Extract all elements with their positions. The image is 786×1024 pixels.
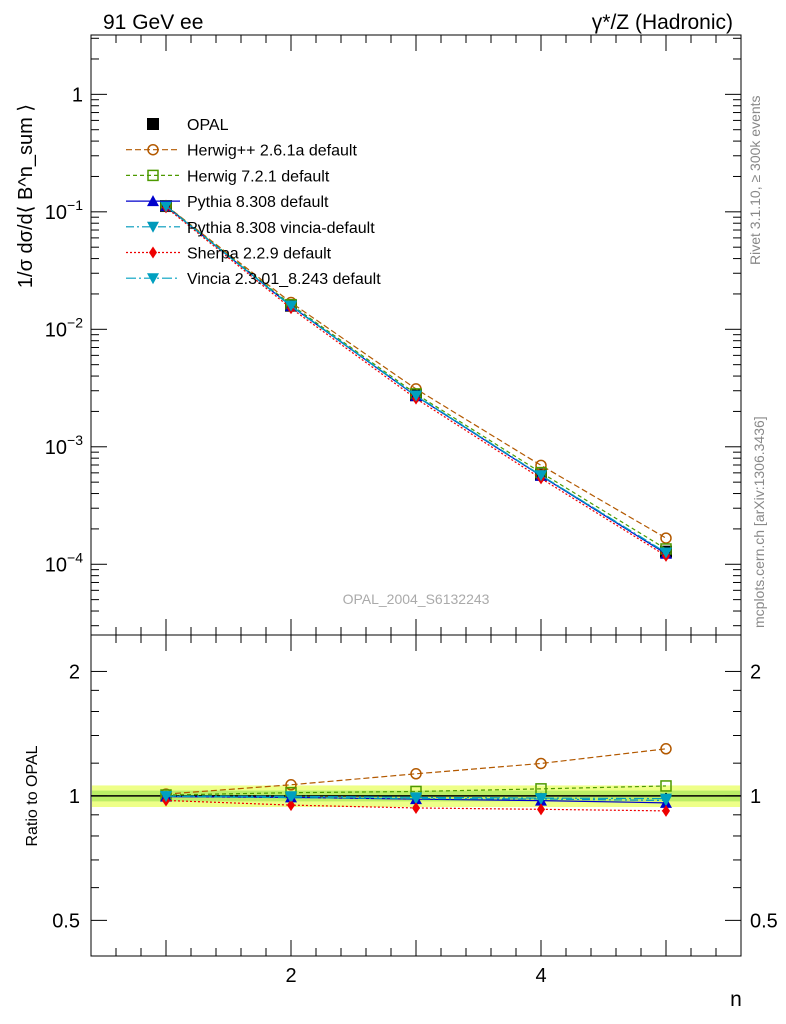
mcplots-label: mcplots.cern.ch [arXiv:1306.3436] [751, 416, 767, 628]
ratio-y-tick-label-right: 2 [750, 661, 761, 683]
legend: OPAL Herwig++ 2.6.1a default Herwig 7.2.1 … [126, 117, 381, 288]
legend-item-pythia: Pythia 8.308 default [126, 194, 329, 211]
legend-item-opal: OPAL [147, 117, 229, 134]
ratio-point-herwig7 [660, 780, 672, 792]
series-line-herwig7 [165, 205, 667, 550]
ratio-line-vincia [165, 795, 667, 800]
ratio-plot-panel: Ratio to OPAL n 2 2 1 1 0.5 0.5 2 4 [24, 634, 778, 1011]
main-y-tick-label-exponent: −3 [67, 432, 83, 448]
ratio-point-sherpa [287, 799, 295, 812]
ratio-line-pythia_vincia [165, 795, 667, 802]
legend-marker-herwigpp [147, 143, 159, 156]
main-y-tick-label-exponent: −2 [67, 314, 83, 330]
ratio-point-vincia [410, 792, 422, 804]
energy-label: 91 GeV ee [103, 11, 203, 34]
legend-label: Pythia 8.308 vincia-default [187, 220, 375, 237]
legend-item-vincia: Vincia 2.3.01_8.243 default [126, 271, 381, 288]
ratio-point-herwigpp [410, 768, 422, 780]
ratio-point-herwigpp [660, 743, 672, 755]
series-vincia [160, 201, 672, 559]
legend-item-pythia_vincia: Pythia 8.308 vincia-default [126, 220, 375, 237]
main-y-tick-label-base: 10 [45, 437, 67, 459]
legend-item-sherpa: Sherpa 2.2.9 default [126, 246, 332, 263]
x-tick-label: 4 [535, 965, 546, 987]
legend-item-herwigpp: Herwig++ 2.6.1a default [126, 143, 357, 160]
ratio-point-vincia [160, 791, 172, 803]
data-point-vincia [660, 547, 672, 559]
ratio-y-tick-label-right: 1 [750, 786, 761, 808]
watermark: OPAL_2004_S6132243 [343, 591, 490, 607]
ratio-y-tick-label-right: 0.5 [750, 910, 778, 932]
legend-label: OPAL [187, 117, 229, 134]
ratio-point-vincia [285, 791, 297, 803]
legend-label: Herwig 7.2.1 default [187, 168, 330, 185]
legend-label: Pythia 8.308 default [187, 194, 329, 211]
x-tick-label: 2 [285, 965, 296, 987]
ratio-point-vincia [535, 793, 547, 805]
main-y-tick-label-exponent: −4 [67, 549, 83, 565]
x-axis-title: n [730, 988, 742, 1011]
legend-label: Vincia 2.3.01_8.243 default [187, 271, 381, 288]
data-point-vincia [410, 390, 422, 402]
legend-label: Sherpa 2.2.9 default [187, 246, 332, 263]
legend-item-herwig7: Herwig 7.2.1 default [126, 168, 330, 185]
legend-marker-vincia [147, 273, 159, 285]
ratio-point-sherpa [537, 803, 545, 816]
ratio-point-herwigpp [535, 757, 547, 770]
main-y-tick-label-base: 10 [45, 202, 67, 224]
data-point-herwigpp [660, 532, 672, 544]
ratio-point-sherpa [412, 801, 420, 814]
ratio-line-herwig7 [165, 785, 667, 796]
main-plot-panel: 1/σ dσ/d⟨ B^n_sum ⟩ OPAL_2004_S6132243 1… [15, 34, 742, 636]
series-line-sherpa [165, 206, 667, 557]
main-y-tick-label: 10−3 [45, 432, 83, 459]
data-point-vincia [285, 300, 297, 312]
data-point-vincia [160, 201, 172, 213]
main-y-tick-label: 10−2 [45, 314, 83, 341]
main-y-tick-label-exponent: −1 [67, 197, 83, 213]
legend-marker-herwig7 [147, 169, 159, 182]
ratio-point-sherpa [662, 804, 670, 817]
ratio-y-tick-label: 2 [69, 661, 80, 683]
legend-marker-pythia [147, 195, 159, 207]
legend-marker-pythia_vincia [147, 221, 159, 233]
legend-marker-opal [147, 118, 159, 130]
main-y-tick-label-base: 1 [72, 84, 83, 106]
process-label: γ*/Z (Hadronic) [592, 11, 733, 34]
ratio-y-tick-label: 1 [69, 786, 80, 808]
ratio-line-herwigpp [165, 748, 667, 795]
main-y-axis-title: 1/σ dσ/d⟨ B^n_sum ⟩ [15, 104, 37, 288]
ratio-y-axis-title: Ratio to OPAL [24, 745, 41, 846]
legend-marker-sherpa [149, 246, 157, 259]
main-y-tick-label: 10−1 [45, 197, 83, 224]
ratio-point-herwigpp [285, 779, 297, 791]
rivet-label: Rivet 3.1.10, ≥ 300k events [747, 95, 763, 265]
main-y-tick-label: 10−4 [45, 549, 83, 576]
main-y-tick-label-base: 10 [45, 319, 67, 341]
legend-label: Herwig++ 2.6.1a default [187, 143, 357, 160]
data-point-vincia [535, 470, 547, 482]
main-y-tick-label: 1 [72, 84, 83, 106]
ratio-point-vincia [660, 793, 672, 805]
ratio-line-sherpa [165, 799, 667, 812]
ratio-y-tick-label: 0.5 [52, 910, 80, 932]
main-y-tick-label-base: 10 [45, 554, 67, 576]
ratio-series-vincia [160, 791, 672, 805]
main-y-axis-title-text: 1/σ dσ/d⟨ B^n_sum ⟩ [15, 104, 37, 288]
